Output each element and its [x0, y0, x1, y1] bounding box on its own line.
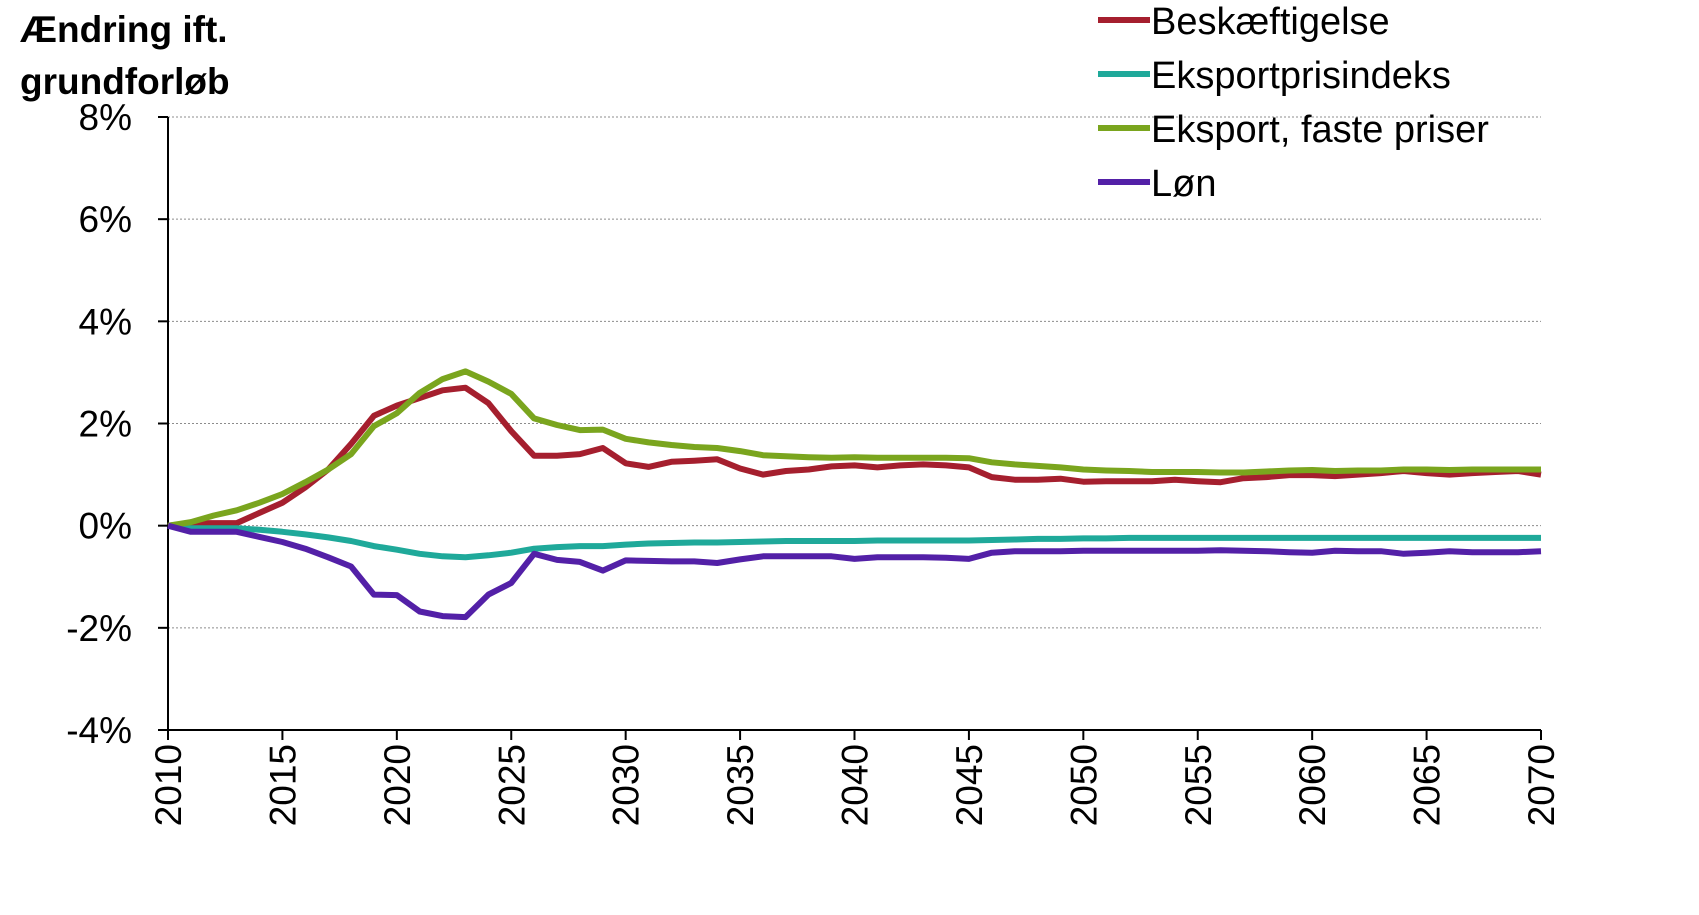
x-tick-label: 2035 — [720, 744, 761, 826]
series-line-0 — [167, 384, 1542, 529]
x-tick-label: 2025 — [491, 744, 532, 826]
y-tick-labels: -4% -2% 0% 2% 4% 6% 8% — [66, 97, 132, 751]
y-tick-label: 6% — [79, 199, 132, 240]
gridlines — [168, 116, 1541, 629]
series-line-2 — [167, 368, 1541, 529]
series-line-3 — [167, 522, 1542, 621]
legend-item: Eksport, faste priser — [1098, 109, 1489, 151]
x-tick-label: 2065 — [1407, 744, 1448, 826]
x-tick-label: 2030 — [606, 744, 647, 826]
legend: Beskæftigelse Eksportprisindeks Eksport, f… — [1098, 1, 1489, 205]
x-tick-label: 2070 — [1521, 744, 1562, 826]
legend-label: Løn — [1151, 163, 1216, 205]
legend-item: Beskæftigelse — [1098, 1, 1390, 43]
series-line-1 — [167, 522, 1541, 561]
y-tick-label: 2% — [79, 404, 132, 445]
y-tick-label: -4% — [66, 710, 132, 751]
x-tick-label: 2045 — [949, 744, 990, 826]
x-tick-labels: 2010 2015 2020 2025 2030 2035 2040 2045 2050 2055… — [148, 744, 1562, 826]
y-axis-title-line-1: Ændring ift. — [20, 9, 228, 50]
y-tick-label: 0% — [79, 506, 132, 547]
legend-label: Beskæftigelse — [1151, 1, 1390, 43]
legend-label: Eksport, faste priser — [1151, 109, 1489, 151]
axes — [158, 116, 1542, 740]
x-tick-label: 2020 — [377, 744, 418, 826]
legend-item: Løn — [1098, 163, 1216, 205]
x-tick-label: 2040 — [835, 744, 876, 826]
legend-item: Eksportprisindeks — [1098, 55, 1451, 97]
y-tick-label: -2% — [66, 608, 132, 649]
series-lines — [167, 368, 1542, 621]
y-tick-label: 8% — [79, 97, 132, 138]
y-tick-label: 4% — [79, 301, 132, 342]
x-tick-label: 2055 — [1178, 744, 1219, 826]
x-tick-label: 2010 — [148, 744, 189, 826]
x-tick-label: 2015 — [262, 744, 303, 826]
y-axis-title-line-2: grundforløb — [20, 61, 230, 102]
legend-label: Eksportprisindeks — [1151, 55, 1451, 97]
x-tick-label: 2060 — [1292, 744, 1333, 826]
x-tick-label: 2050 — [1063, 744, 1104, 826]
